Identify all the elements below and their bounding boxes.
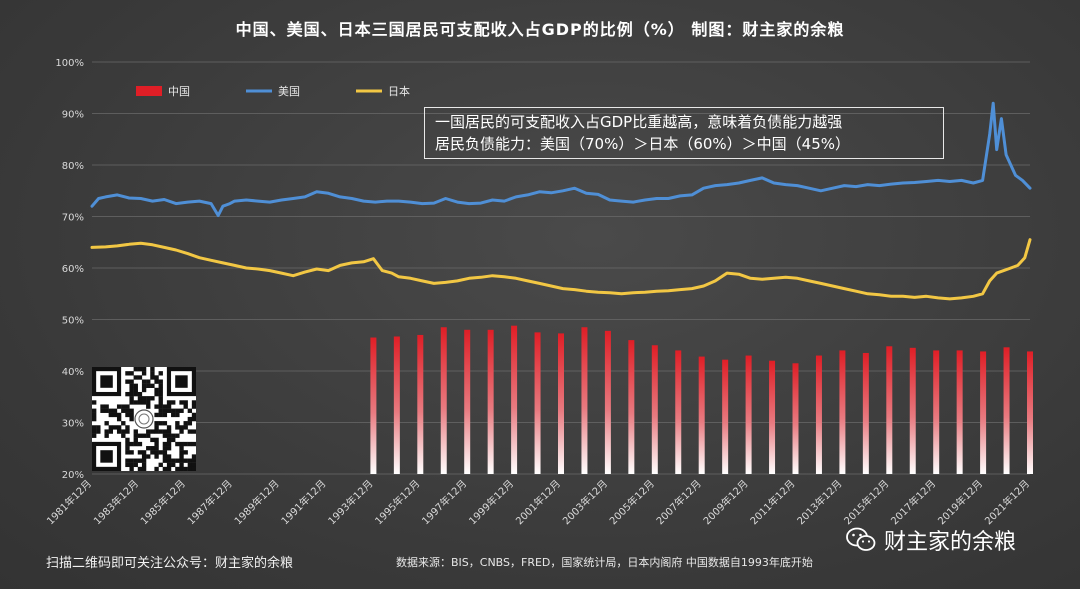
- legend: 中国 美国 日本: [136, 84, 410, 98]
- x-tick-label: 2005年12月: [607, 477, 657, 527]
- x-tick-label: 1981年12月: [44, 477, 94, 527]
- y-tick-label: 80%: [62, 161, 84, 172]
- x-tick-label: 2019年12月: [935, 477, 985, 527]
- wechat-icon: [846, 527, 876, 551]
- x-tick-label: 1985年12月: [138, 477, 188, 527]
- y-tick-label: 90%: [62, 110, 84, 121]
- china-bar: [956, 350, 963, 474]
- china-bar: [886, 346, 893, 474]
- china-bar: [651, 345, 658, 474]
- chart-title: 中国、美国、日本三国居民可支配收入占GDP的比例（%） 制图：财主家的余粮: [235, 20, 845, 39]
- china-bar: [534, 332, 541, 474]
- china-bar: [698, 356, 705, 474]
- japan-line: [90, 238, 1032, 301]
- x-tick-label: 2013年12月: [794, 477, 844, 527]
- china-bar: [440, 327, 447, 474]
- china-bar: [581, 327, 588, 474]
- x-tick-label: 2003年12月: [560, 477, 610, 527]
- china-bar: [604, 330, 611, 474]
- y-tick-label: 20%: [62, 470, 84, 481]
- x-tick-label: 1991年12月: [278, 477, 328, 527]
- china-bar: [393, 336, 400, 474]
- x-tick-label: 2011年12月: [747, 477, 797, 527]
- china-bar: [980, 351, 987, 474]
- china-bar: [464, 329, 471, 474]
- x-tick-label: 2001年12月: [513, 477, 563, 527]
- qr-caption: 扫描二维码即可关注公众号：财主家的余粮: [46, 556, 294, 571]
- legend-label: 中国: [168, 85, 190, 98]
- y-tick-label: 40%: [62, 367, 84, 378]
- y-tick-label: 70%: [62, 213, 84, 224]
- china-bar: [370, 337, 377, 474]
- qr-center-logo: [134, 409, 154, 429]
- china-bar: [1003, 347, 1010, 474]
- china-bar: [769, 360, 776, 474]
- legend-label: 日本: [388, 84, 410, 98]
- china-bar: [487, 329, 494, 474]
- y-tick-label: 100%: [55, 58, 84, 69]
- legend-swatch-china: [136, 86, 162, 96]
- x-tick-label: 2015年12月: [841, 477, 891, 527]
- x-tick-label: 2009年12月: [700, 477, 750, 527]
- x-tick-label: 2021年12月: [982, 477, 1032, 527]
- china-bar: [558, 333, 564, 474]
- x-tick-label: 1989年12月: [231, 477, 281, 527]
- x-tick-label: 2017年12月: [888, 477, 938, 527]
- data-source: 数据来源：BIS，CNBS，FRED，国家统计局，日本内阁府 中国数据自1993…: [396, 556, 813, 569]
- china-bar: [511, 325, 518, 474]
- x-tick-label: 1983年12月: [91, 477, 141, 527]
- x-tick-label: 1995年12月: [372, 477, 422, 527]
- china-bar: [675, 350, 682, 474]
- x-tick-label: 1999年12月: [466, 477, 516, 527]
- china-bar: [839, 350, 846, 474]
- china-bar: [745, 355, 752, 474]
- series-lines: [90, 101, 1032, 301]
- china-bar: [628, 340, 635, 474]
- y-axis: 20% 30% 40% 50% 60% 70% 80% 90% 100%: [55, 58, 84, 481]
- china-bar: [722, 359, 729, 474]
- china-bar: [933, 350, 940, 474]
- annotation-line-2: 居民负债能力：美国（70%）＞日本（60%）＞中国（45%）: [435, 135, 851, 153]
- china-bar: [1027, 351, 1033, 474]
- annotation-line-1: 一国居民的可支配收入占GDP比重越高，意味着负债能力越强: [435, 113, 843, 131]
- china-bar: [909, 347, 916, 474]
- usa-line: [90, 101, 1032, 217]
- china-bar: [417, 334, 424, 474]
- y-tick-label: 60%: [62, 264, 84, 275]
- qr-code-image: [92, 367, 197, 472]
- x-tick-label: 1993年12月: [325, 477, 375, 527]
- y-tick-label: 30%: [62, 419, 84, 430]
- annotation-box: 一国居民的可支配收入占GDP比重越高，意味着负债能力越强 居民负债能力：美国（7…: [424, 107, 944, 159]
- wechat-watermark: 财主家的余粮: [846, 524, 1016, 556]
- x-tick-label: 1987年12月: [184, 477, 234, 527]
- china-bars: [370, 325, 1033, 474]
- watermark-text: 财主家的余粮: [884, 530, 1017, 555]
- x-tick-label: 2007年12月: [653, 477, 703, 527]
- china-bar: [862, 352, 869, 474]
- x-axis: 1981年12月1983年12月1985年12月1987年12月1989年12月…: [44, 477, 1032, 527]
- china-bar: [815, 355, 822, 474]
- legend-label: 美国: [278, 85, 300, 98]
- china-bar: [792, 363, 799, 474]
- y-tick-label: 50%: [62, 316, 84, 327]
- x-tick-label: 1997年12月: [419, 477, 469, 527]
